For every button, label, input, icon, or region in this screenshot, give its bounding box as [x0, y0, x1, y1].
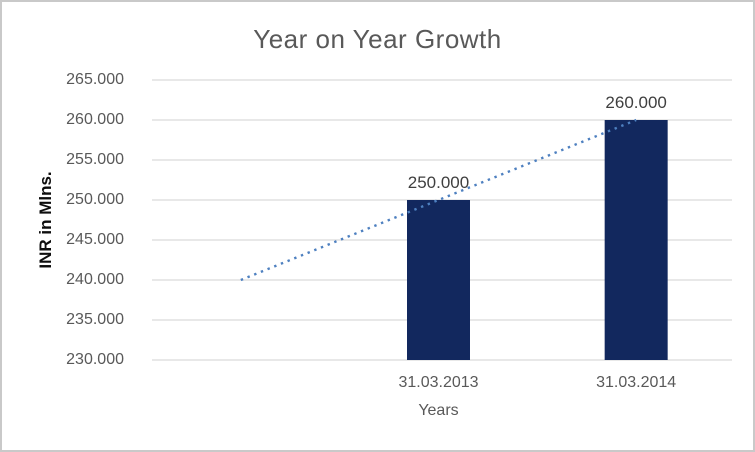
- bar: [604, 120, 668, 360]
- bar-data-label: 260.000: [605, 93, 667, 112]
- y-tick-label: 255.000: [66, 151, 124, 168]
- bar-data-label: 250.000: [407, 173, 470, 192]
- y-tick-label: 230.000: [66, 351, 124, 368]
- y-tick-label: 250.000: [66, 191, 124, 208]
- x-axis-title: Years: [418, 402, 459, 419]
- y-tick-label: 235.000: [66, 311, 124, 328]
- y-tick-label: 265.000: [66, 71, 124, 88]
- y-tick-label: 240.000: [66, 271, 124, 288]
- chart-title: Year on Year Growth: [253, 24, 502, 54]
- y-tick-label: 245.000: [66, 231, 124, 248]
- bar: [407, 200, 470, 360]
- x-tick-label: 31.03.2014: [596, 374, 677, 391]
- y-tick-label: 260.000: [66, 111, 124, 128]
- x-tick-label: 31.03.2013: [398, 374, 479, 391]
